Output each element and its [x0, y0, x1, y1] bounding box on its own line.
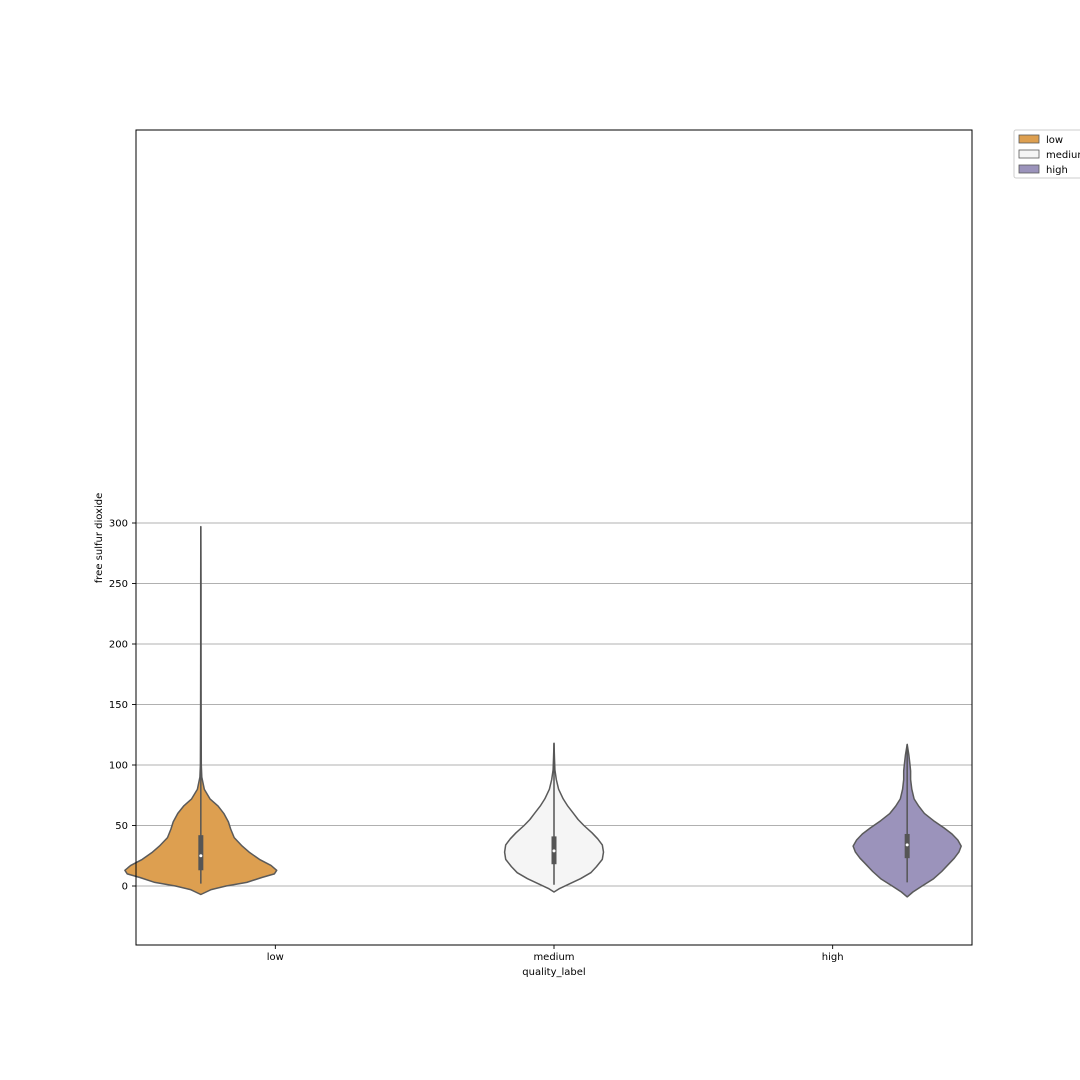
median-dot-medium: [552, 849, 556, 853]
legend: low medium high: [1013, 129, 1080, 179]
median-dot-low: [199, 854, 203, 858]
y-tick-label-200: 200: [109, 640, 128, 651]
legend-swatch-low: [1018, 134, 1040, 144]
x-tick-label-low: low: [267, 952, 284, 963]
legend-label-high: high: [1046, 165, 1068, 176]
y-tick-label-0: 0: [122, 882, 128, 893]
violins: [124, 525, 962, 898]
median-dot-high: [905, 843, 909, 847]
y-tick-label-50: 50: [115, 821, 128, 832]
legend-swatch-medium: [1018, 149, 1040, 159]
y-axis-ticks: 0 50 100 150 200 250 300: [109, 519, 136, 893]
iqr-box-low: [198, 835, 204, 871]
x-tick-label-high: high: [822, 952, 844, 963]
legend-swatch-high: [1018, 164, 1040, 174]
y-tick-label-150: 150: [109, 700, 128, 711]
x-axis-label: quality_label: [522, 967, 585, 978]
y-axis-label: free sulfur dioxide: [94, 493, 105, 584]
x-axis-ticks: low medium high: [267, 945, 844, 963]
x-tick-label-medium: medium: [533, 952, 574, 963]
y-tick-label-100: 100: [109, 761, 128, 772]
legend-label-medium: medium: [1046, 150, 1080, 161]
legend-label-low: low: [1046, 135, 1063, 146]
y-tick-label-300: 300: [109, 519, 128, 530]
y-tick-label-250: 250: [109, 579, 128, 590]
